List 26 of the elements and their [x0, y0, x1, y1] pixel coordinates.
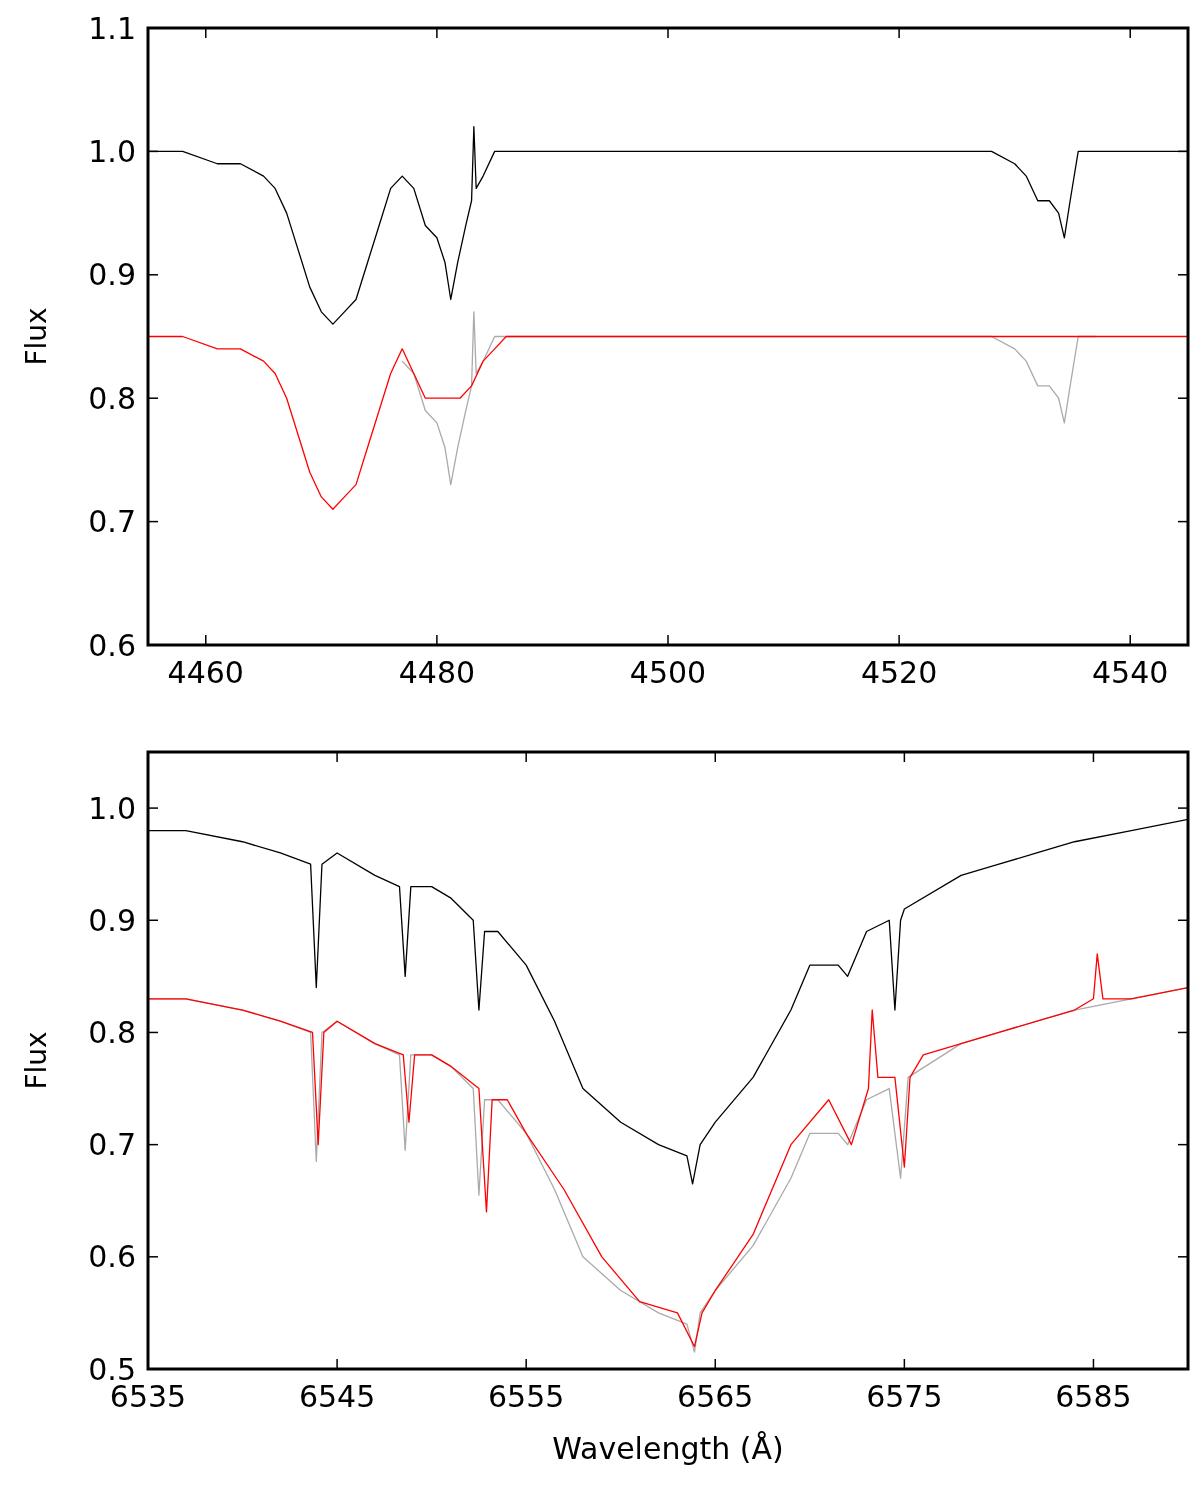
x-tick-label: 6545: [298, 1379, 376, 1414]
x-axis-title: Wavelength (Å): [552, 1431, 784, 1466]
y-tick-label: 0.7: [88, 504, 136, 540]
x-tick-label: 6535: [109, 1379, 187, 1414]
y-tick-label: 0.7: [88, 1127, 136, 1163]
y-axis-title: Flux: [19, 307, 53, 366]
y-tick-label: 1.0: [88, 133, 136, 169]
x-tick-label: 4520: [860, 655, 938, 690]
x-tick-label: 4480: [398, 655, 476, 690]
y-tick-label: 1.1: [88, 10, 136, 46]
y-tick-label: 1.0: [88, 790, 136, 826]
x-tick-label: 6555: [488, 1379, 565, 1414]
x-tick-label: 4500: [629, 655, 707, 690]
x-tick-label: 6575: [866, 1379, 943, 1414]
x-tick-label: 4540: [1092, 655, 1169, 690]
y-tick-label: 0.9: [88, 902, 136, 938]
x-tick-label: 6565: [677, 1379, 754, 1414]
x-tick-label: 4460: [167, 655, 244, 690]
line-series: [148, 335, 1188, 510]
x-tick-label: 6585: [1055, 1379, 1132, 1414]
y-tick-label: 0.6: [88, 627, 136, 663]
y-axis-title: Flux: [19, 1031, 53, 1090]
y-tick-label: 0.8: [88, 1014, 136, 1050]
y-tick-label: 0.8: [88, 380, 136, 416]
y-tick-label: 0.9: [88, 257, 136, 293]
y-tick-label: 0.6: [88, 1239, 136, 1275]
